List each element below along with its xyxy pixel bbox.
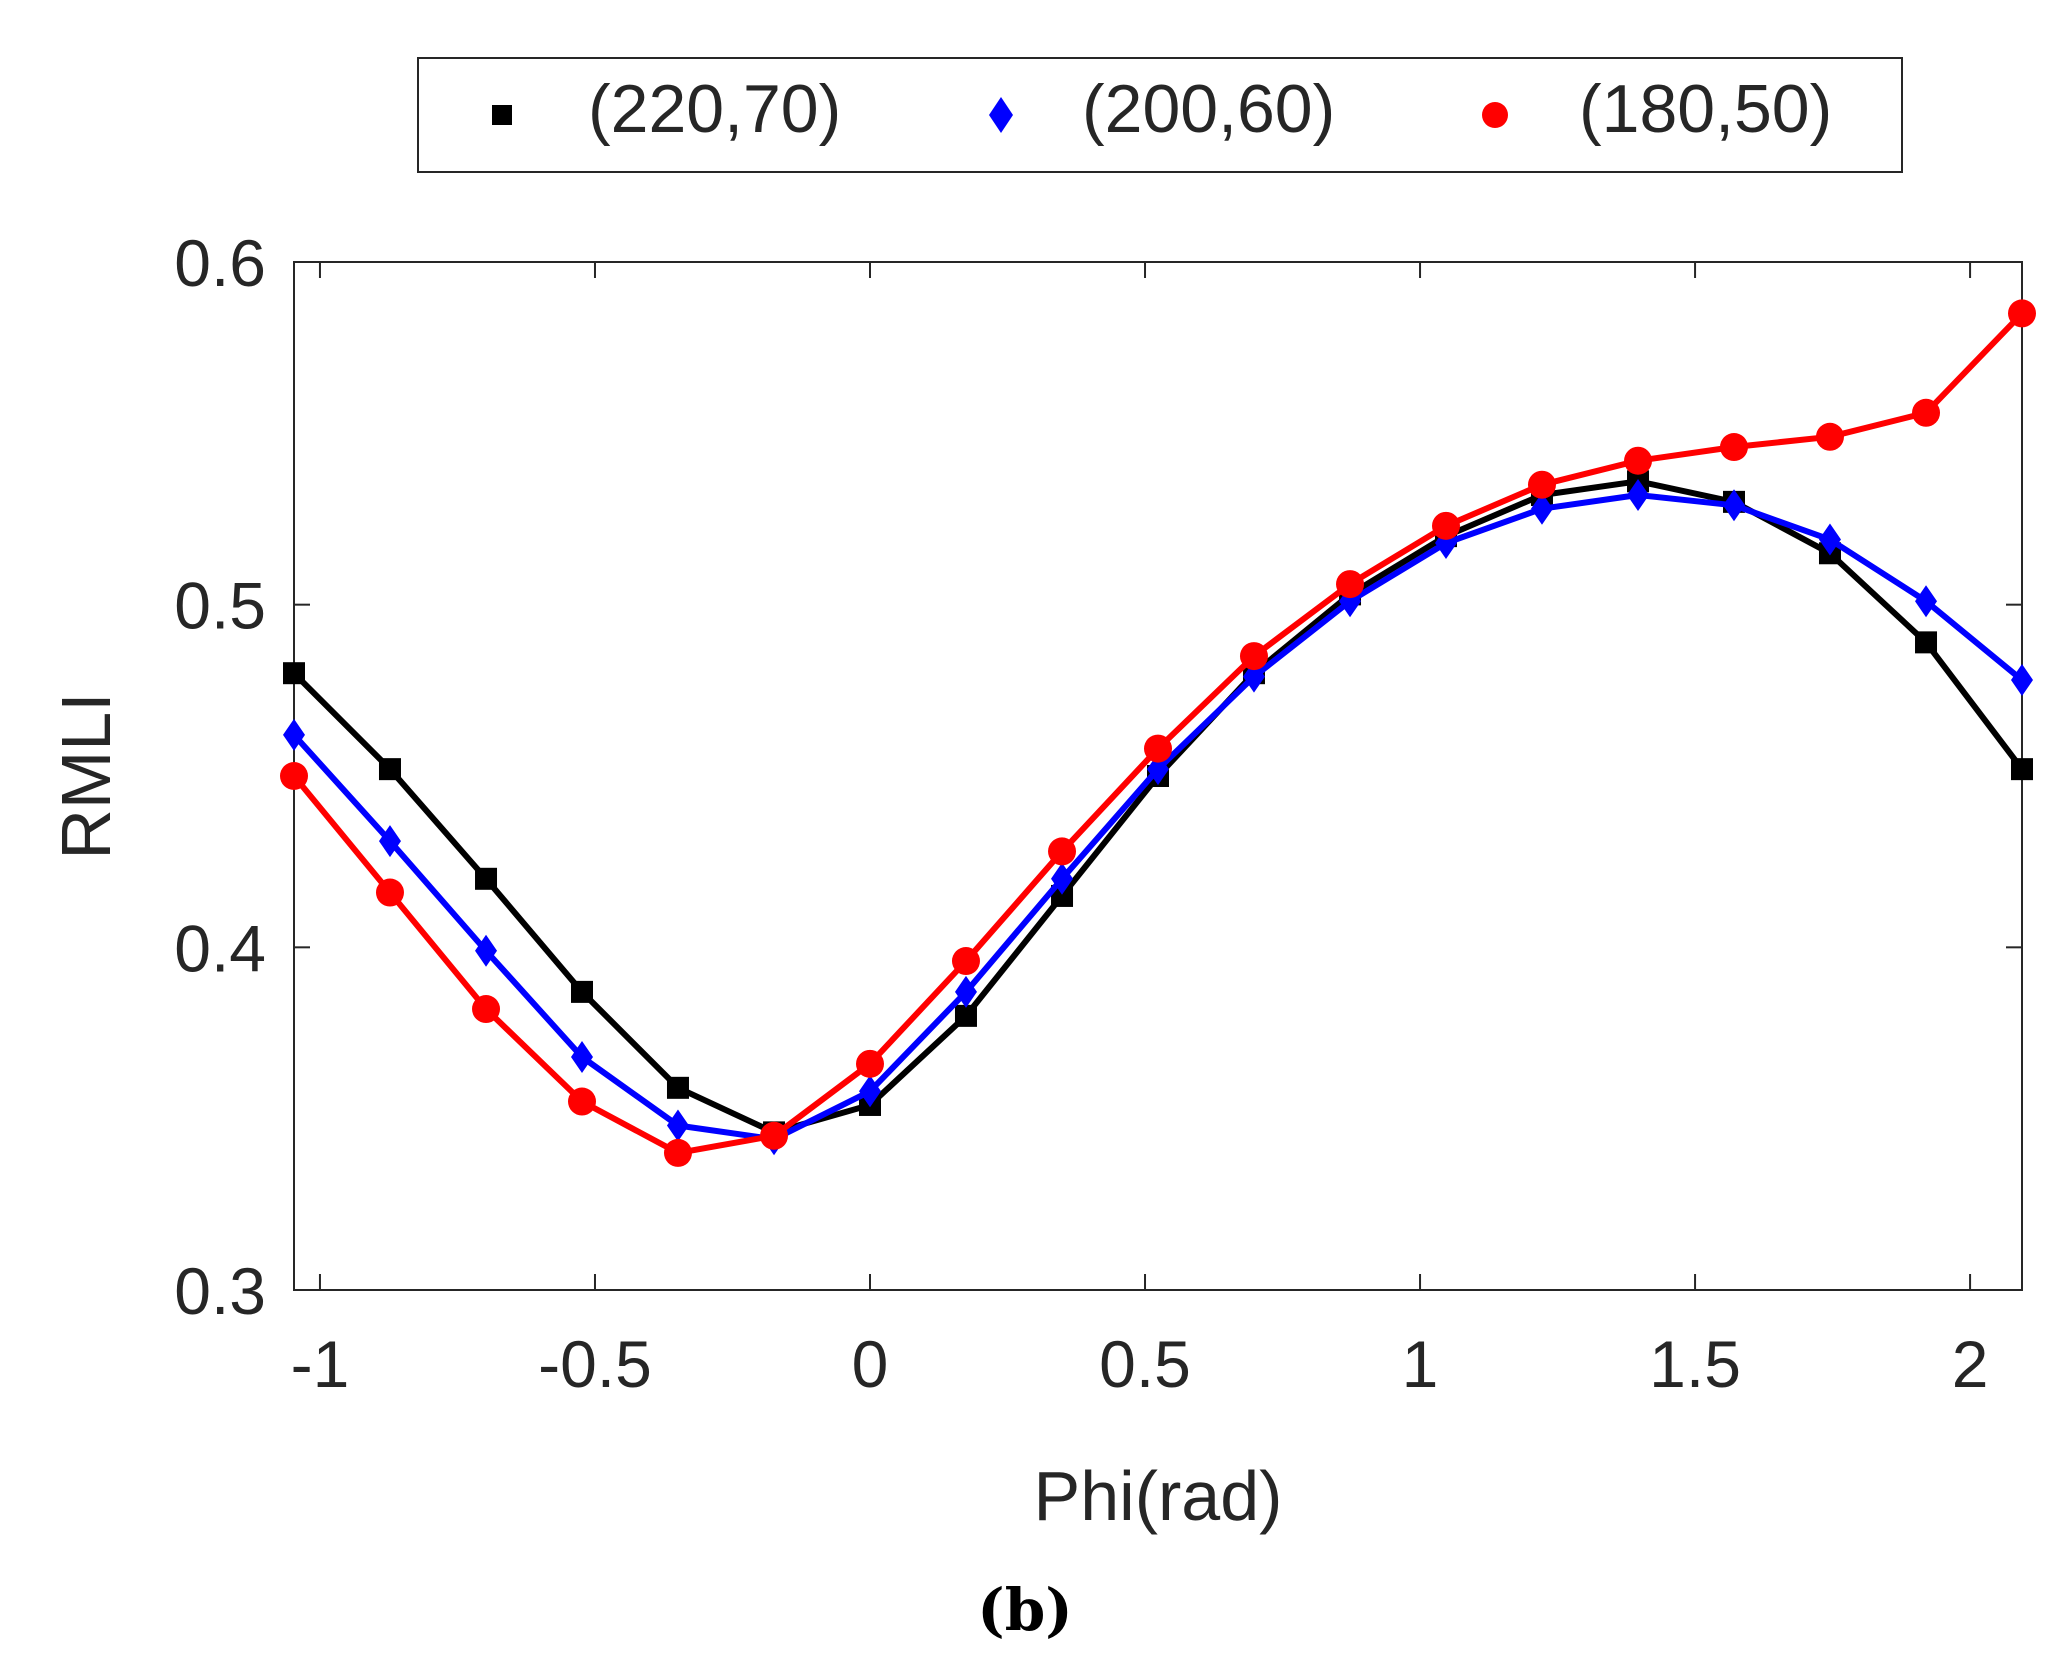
data-point-200-60 <box>1530 492 1553 525</box>
data-point-200-60 <box>1627 479 1650 512</box>
legend-marker-180-50 <box>1482 102 1508 128</box>
x-axis-label: Phi(rad) <box>1034 1457 1283 1535</box>
data-point-220-70 <box>2011 758 2033 781</box>
legend-marker-200-60 <box>989 97 1013 133</box>
data-point-220-70 <box>954 1004 977 1027</box>
data-point-200-60 <box>1723 489 1745 522</box>
data-point-180-50 <box>663 1138 692 1167</box>
data-point-200-60 <box>2011 664 2033 697</box>
data-point-180-50 <box>472 995 501 1024</box>
data-point-180-50 <box>856 1049 884 1078</box>
data-point-200-60 <box>378 825 401 858</box>
figure-caption: (b) <box>977 1576 1072 1644</box>
data-point-180-50 <box>1048 837 1077 866</box>
legend-label-200-60: (200,60) <box>1082 71 1335 147</box>
data-point-220-70 <box>571 980 593 1003</box>
legend-marker-220-70 <box>492 105 512 125</box>
data-point-200-60 <box>859 1075 881 1108</box>
series-layer <box>280 299 2036 1167</box>
data-point-180-50 <box>1432 511 1460 540</box>
data-point-180-50 <box>1144 734 1172 763</box>
x-tick-label: 2 <box>1952 1327 1989 1401</box>
y-tick-label: 0.3 <box>174 1254 266 1328</box>
data-point-180-50 <box>1720 433 1748 462</box>
x-tick-label: 0.5 <box>1099 1327 1191 1401</box>
data-point-200-60 <box>1818 523 1841 556</box>
data-point-200-60 <box>475 934 498 967</box>
data-point-200-60 <box>571 1040 593 1073</box>
x-tick-label: -1 <box>291 1327 350 1401</box>
data-point-180-50 <box>1815 422 1844 451</box>
data-point-180-50 <box>568 1087 596 1116</box>
legend-label-180-50: (180,50) <box>1579 71 1832 147</box>
data-point-180-50 <box>280 762 308 790</box>
data-point-180-50 <box>951 947 980 976</box>
x-tick-label: -0.5 <box>538 1327 652 1401</box>
data-point-200-60 <box>954 975 977 1008</box>
data-point-220-70 <box>1051 884 1074 907</box>
data-point-180-50 <box>1239 642 1268 671</box>
x-tick-label: 0 <box>852 1327 889 1401</box>
legend: (220,70) (200,60) (180,50) <box>417 57 1903 173</box>
data-point-220-70 <box>1915 631 1938 654</box>
data-point-200-60 <box>283 718 305 751</box>
data-point-180-50 <box>375 878 404 907</box>
x-tick-label: 1.5 <box>1649 1327 1741 1401</box>
y-tick-label: 0.6 <box>174 226 266 300</box>
data-point-180-50 <box>2008 299 2036 328</box>
data-point-180-50 <box>1912 398 1941 427</box>
data-point-220-70 <box>378 758 401 781</box>
y-axis-label: RMLI <box>47 692 125 859</box>
data-point-220-70 <box>475 867 498 890</box>
data-point-200-60 <box>1051 862 1074 895</box>
data-point-220-70 <box>283 662 305 685</box>
data-point-180-50 <box>1527 470 1556 499</box>
axis-ticks <box>294 261 2022 1291</box>
data-point-220-70 <box>666 1076 689 1099</box>
legend-box <box>417 57 1903 173</box>
data-point-180-50 <box>1336 570 1365 599</box>
y-tick-label: 0.5 <box>174 569 266 643</box>
data-point-180-50 <box>760 1121 789 1150</box>
data-point-180-50 <box>1624 446 1653 475</box>
data-point-200-60 <box>1915 585 1938 618</box>
data-point-200-60 <box>666 1109 689 1142</box>
y-tick-label: 0.4 <box>174 911 266 985</box>
tick-labels: -1 -0.5 0 0.5 1 1.5 2 0.3 0.4 0.5 0.6 <box>174 226 1988 1401</box>
legend-label-220-70: (220,70) <box>588 71 841 147</box>
x-tick-label: 1 <box>1402 1327 1439 1401</box>
